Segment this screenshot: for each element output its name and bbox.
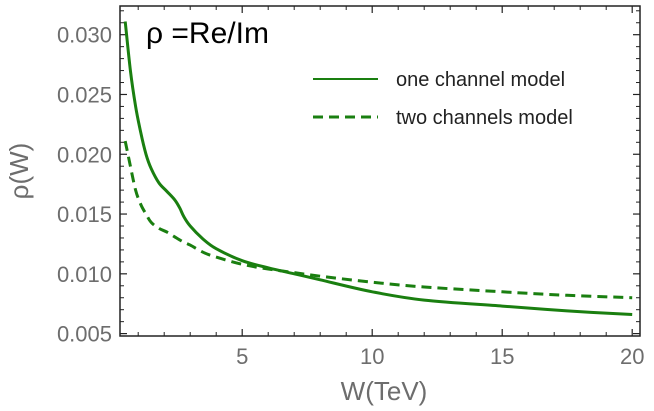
x-tick-label: 20 — [620, 344, 644, 369]
chart-annotation: ρ =Re/Im — [146, 17, 269, 50]
series-layer — [123, 21, 633, 316]
y-tick-label: 0.020 — [57, 142, 112, 167]
x-axis: 5 10 15 20 — [137, 6, 644, 369]
y-tick-label: 0.025 — [57, 82, 112, 107]
series-line-two-channels — [123, 140, 633, 300]
legend-label-one-channel: one channel model — [396, 69, 565, 91]
legend-label-two-channels: two channels model — [396, 107, 573, 129]
x-tick-label: 5 — [236, 344, 248, 369]
y-tick-label: 0.015 — [57, 202, 112, 227]
y-axis: 0.005 0.010 0.015 0.020 0.025 0.030 — [57, 10, 640, 347]
y-tick-label: 0.010 — [57, 262, 112, 287]
series-line-one-channel — [123, 21, 633, 316]
y-tick-label: 0.005 — [57, 322, 112, 347]
x-axis-title: W(TeV) — [341, 376, 428, 406]
y-axis-title: ρ(W) — [4, 143, 34, 200]
legend: one channel model two channels model — [313, 69, 573, 129]
y-tick-label: 0.030 — [57, 23, 112, 48]
x-tick-label: 15 — [490, 344, 514, 369]
plot-frame — [119, 5, 641, 337]
x-tick-label: 10 — [360, 344, 384, 369]
